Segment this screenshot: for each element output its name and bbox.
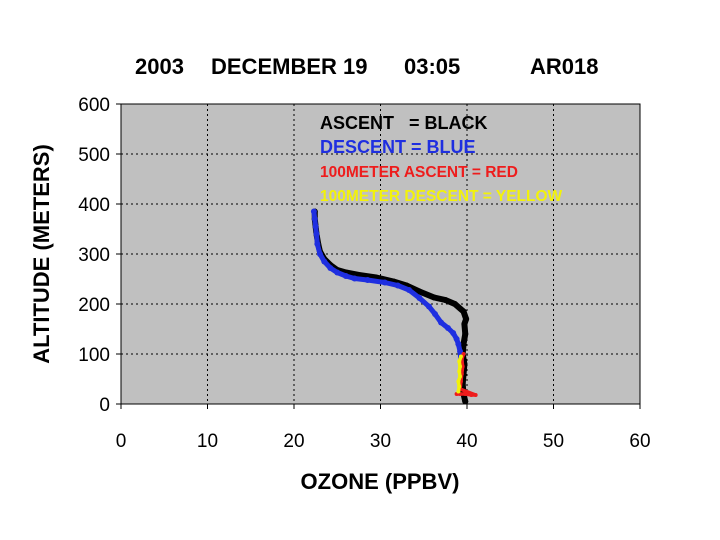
data-point <box>444 325 451 331</box>
plot-frame <box>120 103 641 405</box>
data-point <box>453 336 460 342</box>
legend-100m-descent: 100METER DESCENT = YELLOW <box>320 188 563 205</box>
data-point <box>461 321 468 327</box>
legend-descent: DESCENT = BLUE <box>320 137 476 157</box>
title-date: DECEMBER 19 <box>211 54 367 79</box>
data-point <box>458 354 463 359</box>
data-point <box>311 216 318 222</box>
x-tick-label: 60 <box>629 431 650 452</box>
data-point <box>450 330 457 336</box>
x-tick-label: 10 <box>197 431 218 452</box>
data-point <box>456 389 461 394</box>
y-tick-label: 300 <box>78 245 110 266</box>
y-tick-label: 100 <box>78 345 110 366</box>
data-series <box>310 208 478 405</box>
data-point <box>431 294 438 301</box>
data-point <box>457 384 462 389</box>
data-point <box>351 275 358 282</box>
y-axis-title: ALTITUDE (METERS) <box>29 144 54 364</box>
data-point <box>327 265 334 271</box>
data-point <box>310 208 317 215</box>
data-point <box>456 379 461 384</box>
data-point <box>473 393 478 397</box>
x-tick-label: 0 <box>116 431 127 452</box>
x-tick-label: 50 <box>543 431 564 452</box>
data-point <box>394 282 401 289</box>
data-point <box>455 341 462 347</box>
title-time: 03:05 <box>404 54 460 79</box>
data-point <box>381 279 388 286</box>
y-tick-label: 600 <box>78 95 110 116</box>
grid <box>121 104 640 404</box>
y-tick-label: 400 <box>78 195 110 216</box>
data-point <box>314 241 321 247</box>
legend-ascent: ASCENT = BLACK <box>320 113 488 133</box>
data-point <box>463 316 470 322</box>
y-tick-label: 500 <box>78 145 110 166</box>
data-point <box>457 369 462 374</box>
chart-title: 2003 DECEMBER 19 03:05 AR018 <box>135 54 598 79</box>
data-point <box>431 311 438 317</box>
data-point <box>460 341 467 347</box>
x-axis-title: OZONE (PPBV) <box>301 469 460 494</box>
data-point <box>461 352 466 356</box>
x-tick-label: 20 <box>283 431 304 452</box>
data-point <box>469 393 474 397</box>
title-id: AR018 <box>530 54 598 79</box>
data-point <box>342 273 349 279</box>
data-point <box>457 359 462 364</box>
data-point <box>312 223 319 230</box>
data-point <box>462 398 469 405</box>
series-100m-descent <box>456 354 463 394</box>
y-tick-label: 200 <box>78 295 110 316</box>
data-point <box>462 331 469 337</box>
legend: ASCENT = BLACK DESCENT = BLUE 100METER A… <box>320 113 563 205</box>
data-point <box>416 295 423 301</box>
x-tick-label: 30 <box>370 431 391 452</box>
y-tick-label: 0 <box>99 395 110 416</box>
data-point <box>364 277 371 283</box>
data-point <box>316 251 323 257</box>
data-point <box>416 288 423 295</box>
data-point <box>460 308 467 315</box>
series-descent <box>310 208 464 365</box>
data-point <box>438 319 445 326</box>
title-year: 2003 <box>135 54 184 79</box>
data-point <box>334 269 341 276</box>
data-point <box>457 348 464 355</box>
data-point <box>463 392 468 396</box>
data-point <box>451 301 458 307</box>
data-point <box>458 364 463 369</box>
data-point <box>321 258 328 265</box>
data-point <box>313 231 320 237</box>
x-tick-label: 40 <box>456 431 477 452</box>
legend-100m-ascent: 100METER ASCENT = RED <box>320 164 518 181</box>
data-point <box>425 303 432 310</box>
data-point <box>458 374 463 379</box>
data-point <box>442 297 449 303</box>
data-point <box>406 287 413 293</box>
